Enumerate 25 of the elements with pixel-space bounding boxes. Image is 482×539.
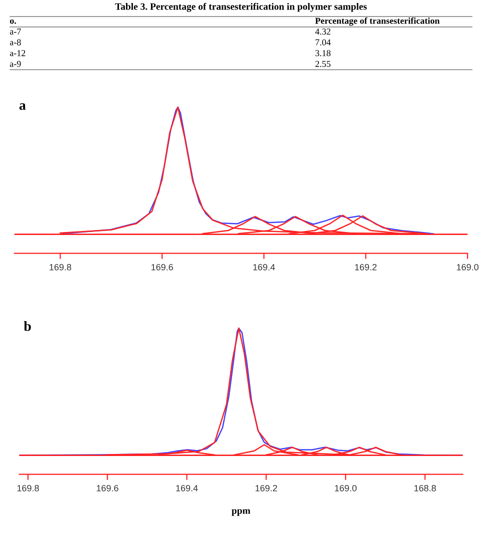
text: a-9 (10, 60, 21, 67)
text: 7.04 (316, 39, 331, 46)
x-tick-label: 169.0 (456, 264, 478, 270)
text: Table 3. Percentage of transesterification in polymer samples (115, 2, 367, 12)
x-tick-label: 169.4 (176, 484, 198, 492)
x-tick-label: 169.4 (253, 264, 275, 270)
x-tick-label: 169.8 (50, 264, 72, 270)
text: o. (10, 19, 16, 24)
chart-title: b (24, 321, 31, 331)
x-tick-label: 169.6 (96, 484, 118, 492)
text: 3.18 (315, 50, 330, 56)
text: 4.32 (315, 28, 330, 35)
text: a-8 (10, 39, 21, 46)
x-tick-label: 169.2 (256, 484, 278, 492)
x-tick-label: 169.2 (355, 264, 377, 270)
text: Percentage of transesterification (315, 17, 440, 26)
x-tick-label: 169.0 (335, 484, 357, 492)
x-tick-label: 168.8 (414, 484, 436, 492)
text: 2.55 (315, 60, 330, 67)
x-tick-label: 169.8 (17, 484, 39, 492)
text: a-7 (10, 28, 21, 35)
chart-title: a (19, 103, 26, 110)
x-axis-title: ppm (232, 509, 250, 516)
text: a-12 (10, 50, 26, 56)
x-tick-label: 169.6 (151, 264, 173, 270)
